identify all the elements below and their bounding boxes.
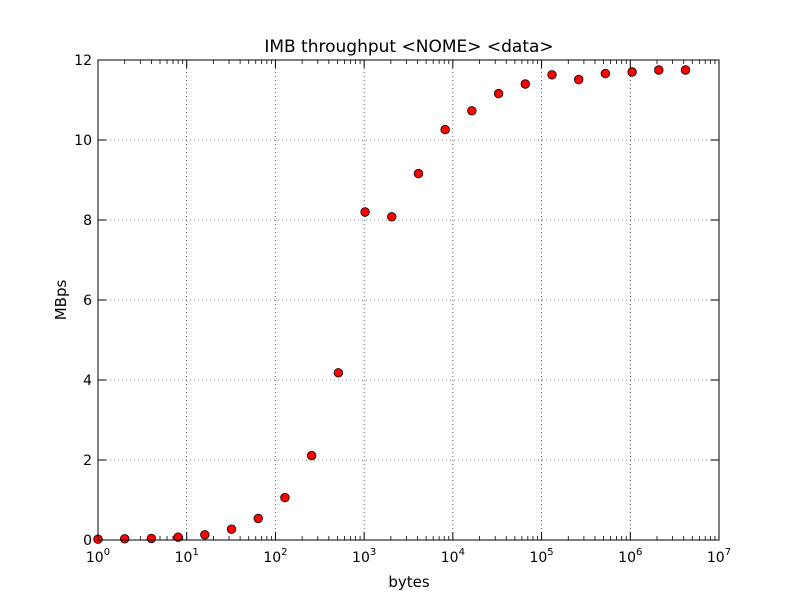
y-tick-label: 0 <box>83 533 92 549</box>
y-axis-title: MBps <box>52 280 70 321</box>
data-point <box>654 65 664 75</box>
chart-title: IMB throughput <NOME> <data> <box>264 37 553 57</box>
x-tick-label: 105 <box>529 547 553 566</box>
x-tick-label: 100 <box>86 547 110 566</box>
grid-lines <box>98 60 719 540</box>
data-point <box>333 368 344 378</box>
y-tick-label: 2 <box>83 453 92 469</box>
x-tick-label: 101 <box>175 547 199 566</box>
data-point <box>440 124 450 135</box>
data-point <box>547 70 557 80</box>
data-point <box>600 68 611 79</box>
data-point <box>387 212 397 222</box>
y-tick-label: 8 <box>83 213 92 229</box>
data-point <box>627 67 637 77</box>
y-tick-label: 10 <box>74 133 92 149</box>
data-point <box>173 532 183 542</box>
data-point <box>280 492 290 503</box>
data-point <box>146 533 157 544</box>
data-point <box>253 513 263 524</box>
data-point <box>120 534 130 544</box>
data-point <box>520 79 530 89</box>
x-tick-label: 104 <box>441 547 465 566</box>
data-point <box>200 530 210 540</box>
x-tick-label: 103 <box>352 547 376 566</box>
data-point <box>493 88 504 99</box>
x-axis-title: bytes <box>388 573 430 591</box>
y-tick-label: 4 <box>83 373 92 389</box>
tick-labels: 100 101 102 103 104 105 106 107 0 2 4 6 8 10 12 <box>74 53 731 566</box>
data-point <box>680 65 691 75</box>
data-point <box>413 168 424 179</box>
data-points <box>93 65 691 544</box>
data-point <box>574 74 584 85</box>
y-tick-label: 6 <box>83 293 92 309</box>
x-tick-label: 106 <box>618 547 642 566</box>
data-point <box>360 207 370 217</box>
plot-frame <box>97 59 720 541</box>
data-point <box>226 524 237 534</box>
x-tick-label: 102 <box>263 547 287 566</box>
x-tick-label: 107 <box>707 547 731 566</box>
data-point <box>306 450 317 461</box>
data-point <box>467 106 477 116</box>
y-tick-label: 12 <box>74 53 92 69</box>
